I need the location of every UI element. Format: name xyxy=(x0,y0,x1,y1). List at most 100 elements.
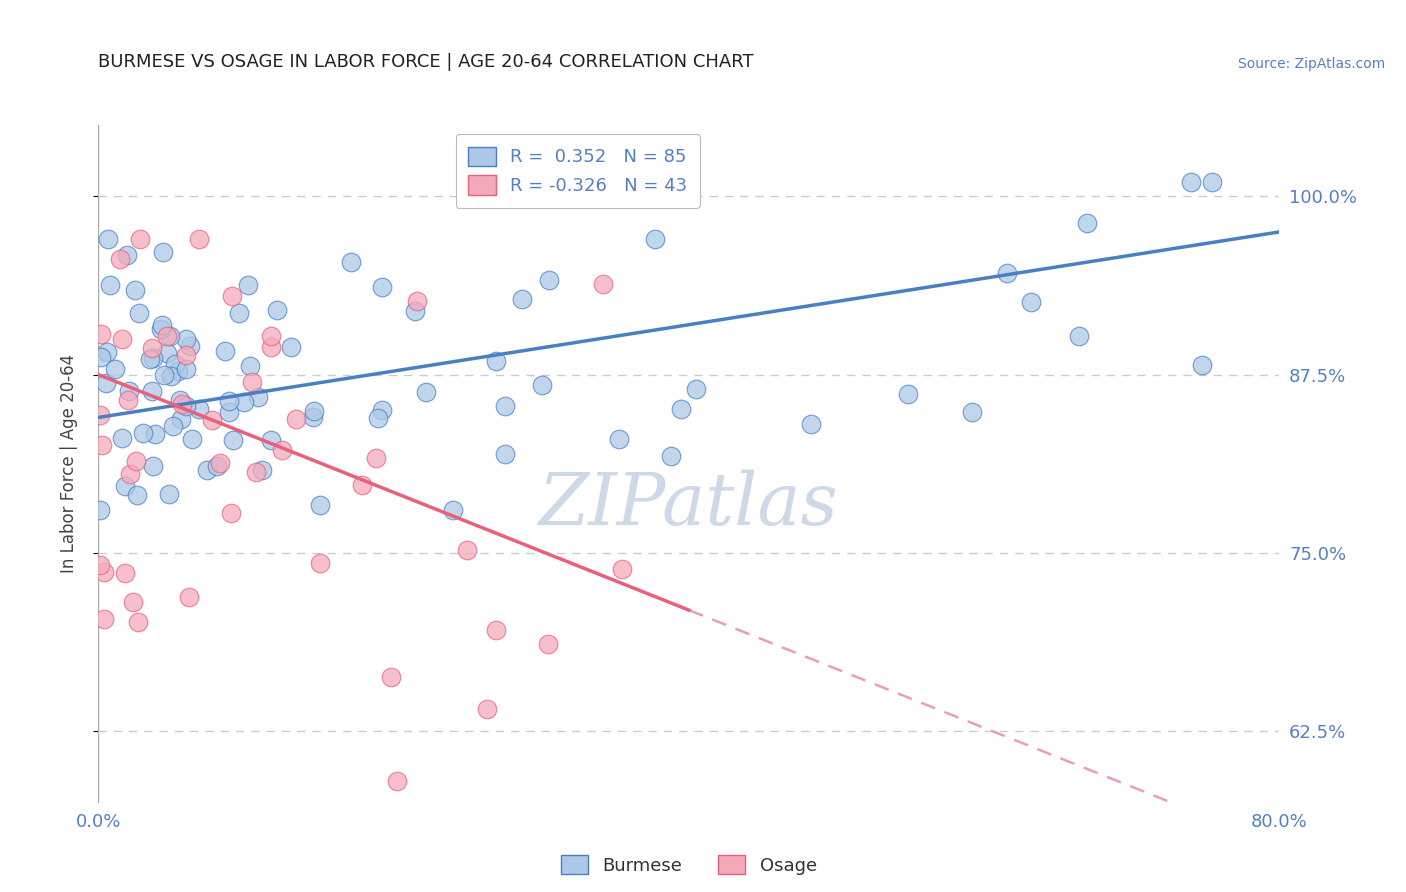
Point xyxy=(404,303,426,318)
Point xyxy=(260,433,283,447)
Point xyxy=(1076,216,1098,230)
Point xyxy=(364,450,387,465)
Point xyxy=(150,322,173,336)
Point xyxy=(160,368,183,383)
Point xyxy=(284,412,307,426)
Point xyxy=(367,410,389,425)
Point xyxy=(406,293,429,308)
Point xyxy=(167,364,190,378)
Point xyxy=(592,277,614,291)
Point xyxy=(1201,175,1223,189)
Point xyxy=(308,498,330,512)
Point xyxy=(159,487,181,501)
Point xyxy=(96,344,118,359)
Point xyxy=(98,278,121,293)
Point xyxy=(245,466,267,480)
Point xyxy=(150,318,173,332)
Point xyxy=(93,612,115,626)
Point xyxy=(195,463,218,477)
Point xyxy=(90,438,112,452)
Point xyxy=(531,378,554,392)
Point xyxy=(143,426,166,441)
Point xyxy=(108,252,131,266)
Point xyxy=(387,774,409,789)
Point xyxy=(179,338,201,352)
Point xyxy=(141,341,163,355)
Point xyxy=(156,329,179,343)
Point xyxy=(233,395,256,409)
Point xyxy=(415,384,437,399)
Point xyxy=(800,417,823,432)
Point xyxy=(238,277,260,292)
Point xyxy=(239,359,262,373)
Point xyxy=(302,409,325,424)
Point xyxy=(222,434,245,448)
Point xyxy=(188,232,211,246)
Point xyxy=(659,450,682,464)
Point xyxy=(104,362,127,376)
Point xyxy=(96,376,118,390)
Point xyxy=(485,623,508,637)
Point xyxy=(174,332,197,346)
Point xyxy=(485,354,508,368)
Point xyxy=(118,384,141,399)
Point xyxy=(370,280,392,294)
Point xyxy=(187,401,209,416)
Point xyxy=(494,447,516,461)
Point xyxy=(228,305,250,319)
Point xyxy=(610,562,633,576)
Point xyxy=(260,340,283,354)
Point xyxy=(127,615,149,629)
Point xyxy=(89,558,111,573)
Point xyxy=(671,401,693,416)
Point xyxy=(128,306,150,320)
Text: ZIPatlas: ZIPatlas xyxy=(538,469,839,540)
Point xyxy=(159,329,181,343)
Point xyxy=(97,232,120,246)
Point xyxy=(380,670,402,684)
Point xyxy=(141,384,163,398)
Point xyxy=(609,432,631,446)
Point xyxy=(125,488,148,502)
Point xyxy=(155,346,177,360)
Point xyxy=(179,590,201,604)
Point xyxy=(165,357,187,371)
Point xyxy=(280,340,302,354)
Point xyxy=(207,458,229,473)
Point xyxy=(441,503,464,517)
Point xyxy=(90,350,112,364)
Point xyxy=(89,503,111,517)
Point xyxy=(90,327,112,342)
Point xyxy=(174,399,197,413)
Point xyxy=(242,375,264,389)
Point xyxy=(456,543,478,558)
Point xyxy=(128,232,150,246)
Point xyxy=(218,394,240,409)
Y-axis label: In Labor Force | Age 20-64: In Labor Force | Age 20-64 xyxy=(59,354,77,574)
Point xyxy=(352,478,374,492)
Point xyxy=(181,432,204,446)
Point xyxy=(93,565,115,579)
Point xyxy=(260,328,283,343)
Point xyxy=(170,397,193,411)
Point xyxy=(111,431,134,445)
Point xyxy=(176,347,198,361)
Point xyxy=(308,556,330,570)
Point xyxy=(995,266,1018,280)
Point xyxy=(270,443,292,458)
Point xyxy=(897,386,920,401)
Point xyxy=(118,467,141,481)
Point xyxy=(685,383,707,397)
Point xyxy=(1191,358,1213,372)
Point xyxy=(214,344,236,359)
Point xyxy=(339,254,361,268)
Point xyxy=(538,273,561,287)
Text: Source: ZipAtlas.com: Source: ZipAtlas.com xyxy=(1237,57,1385,71)
Point xyxy=(152,245,174,260)
Point xyxy=(124,283,146,297)
Point xyxy=(201,413,224,427)
Point xyxy=(132,426,155,441)
Point xyxy=(537,637,560,651)
Point xyxy=(960,405,983,419)
Point xyxy=(219,506,242,520)
